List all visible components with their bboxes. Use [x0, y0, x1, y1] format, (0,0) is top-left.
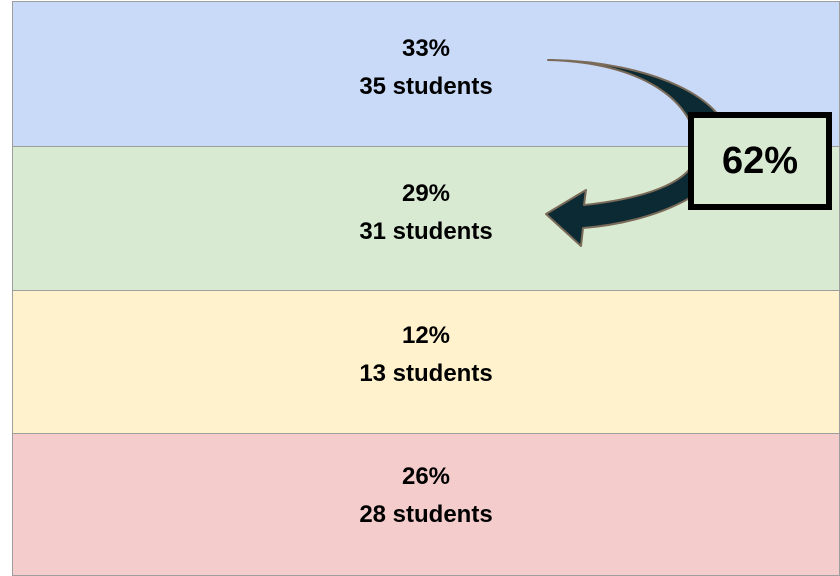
band-percent-3: 12%: [401, 322, 451, 349]
band-percent-2: 29%: [401, 180, 451, 207]
band-count-4: 28 students: [359, 501, 493, 528]
band-count-3: 13 students: [359, 360, 493, 387]
band-row-4: 26% 28 students: [12, 434, 840, 576]
band-row-3: 12% 13 students: [12, 291, 840, 434]
band-percent-4: 26%: [401, 463, 451, 490]
band-percent-1: 33%: [401, 35, 451, 62]
band-label-1: 33% 35 students: [13, 30, 839, 106]
band-count-2: 31 students: [359, 218, 493, 245]
band-label-3: 12% 13 students: [13, 317, 839, 393]
band-label-2: 29% 31 students: [13, 175, 839, 251]
band-count-1: 35 students: [359, 73, 493, 100]
band-label-4: 26% 28 students: [13, 458, 839, 534]
combined-percent-callout: 62%: [688, 112, 832, 210]
